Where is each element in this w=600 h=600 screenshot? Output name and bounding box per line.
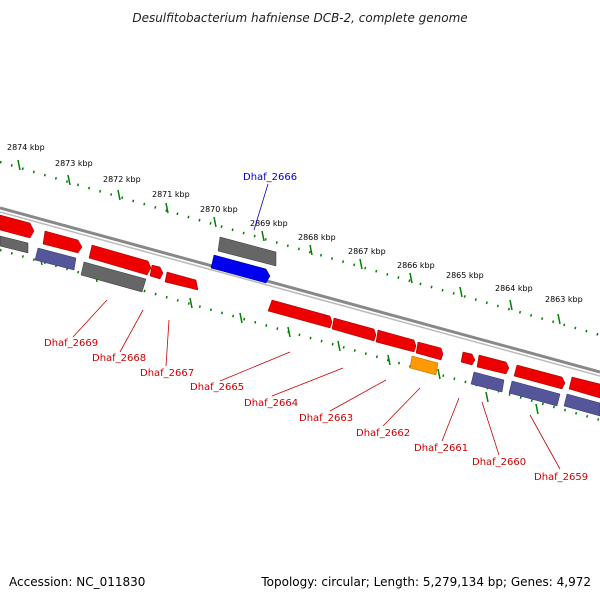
major-tick bbox=[459, 286, 463, 298]
kbp-label: 2867 kbp bbox=[348, 247, 386, 256]
major-tick bbox=[239, 312, 243, 324]
map-title: Desulfitobacterium hafniense DCB-2, comp… bbox=[132, 11, 467, 25]
major-tick bbox=[117, 189, 121, 201]
gene-block[interactable] bbox=[375, 329, 417, 353]
kbp-label: 2863 kbp bbox=[545, 295, 583, 304]
gene-label-dhaf-2663[interactable]: Dhaf_2663 bbox=[299, 413, 353, 424]
major-tick bbox=[17, 159, 21, 171]
major-tick bbox=[309, 244, 313, 256]
backbone-outer bbox=[0, 206, 600, 374]
major-tick bbox=[287, 326, 291, 338]
leader-line bbox=[382, 387, 421, 427]
gene-label-dhaf-2667[interactable]: Dhaf_2667 bbox=[140, 368, 194, 379]
major-tick bbox=[485, 391, 489, 403]
gene-blocks bbox=[0, 214, 600, 417]
leader-line bbox=[72, 299, 108, 338]
gene-block[interactable] bbox=[568, 376, 600, 399]
leader-line bbox=[481, 401, 500, 456]
backbone-inner bbox=[0, 211, 600, 377]
gene-block[interactable] bbox=[508, 380, 561, 407]
kbp-label: 2870 kbp bbox=[200, 205, 238, 214]
leader-line-dhaf-2666 bbox=[253, 183, 269, 231]
gene-block[interactable] bbox=[88, 244, 152, 276]
gene-block[interactable] bbox=[331, 317, 377, 342]
gene-block[interactable] bbox=[460, 351, 476, 366]
gene-label-dhaf-2666[interactable]: Dhaf_2666 bbox=[243, 172, 297, 183]
gene-labels: Dhaf_2666 Dhaf_2669 Dhaf_2668 Dhaf_2667 … bbox=[44, 172, 588, 483]
leader-line bbox=[271, 367, 344, 397]
kbp-label: 2874 kbp bbox=[7, 143, 45, 152]
gene-block[interactable] bbox=[80, 261, 147, 293]
gene-block[interactable] bbox=[217, 236, 277, 267]
gene-block[interactable] bbox=[42, 230, 83, 254]
upper-major-ticks bbox=[17, 159, 561, 325]
major-tick bbox=[213, 216, 217, 228]
gene-block[interactable] bbox=[0, 235, 29, 254]
major-tick bbox=[535, 403, 539, 415]
gene-block[interactable] bbox=[415, 341, 444, 361]
major-tick bbox=[337, 340, 341, 352]
kbp-label: 2872 kbp bbox=[103, 175, 141, 184]
gene-block[interactable] bbox=[563, 393, 600, 417]
gene-label-dhaf-2661[interactable]: Dhaf_2661 bbox=[414, 443, 468, 454]
major-tick bbox=[165, 202, 169, 214]
major-tick bbox=[67, 174, 71, 186]
kbp-label: 2865 kbp bbox=[446, 271, 484, 280]
major-tick bbox=[509, 299, 513, 311]
lower-tick-ring bbox=[0, 248, 600, 422]
gene-label-dhaf-2665[interactable]: Dhaf_2665 bbox=[190, 382, 244, 393]
gene-block[interactable] bbox=[513, 364, 566, 390]
kbp-labels: 2874 kbp 2873 kbp 2872 kbp 2871 kbp 2870… bbox=[7, 143, 583, 304]
gene-block[interactable] bbox=[164, 271, 199, 291]
kbp-label: 2873 kbp bbox=[55, 159, 93, 168]
genome-summary-text: Topology: circular; Length: 5,279,134 bp… bbox=[260, 575, 591, 589]
kbp-label: 2866 kbp bbox=[397, 261, 435, 270]
leader-line bbox=[219, 351, 291, 382]
leader-line bbox=[119, 309, 144, 353]
accession-text: Accession: NC_011830 bbox=[9, 575, 145, 589]
gene-label-dhaf-2660[interactable]: Dhaf_2660 bbox=[472, 457, 526, 468]
gene-block[interactable] bbox=[34, 247, 77, 271]
gene-label-dhaf-2659[interactable]: Dhaf_2659 bbox=[534, 472, 588, 483]
gene-block-rna[interactable] bbox=[409, 355, 439, 376]
gene-label-dhaf-2664[interactable]: Dhaf_2664 bbox=[244, 398, 298, 409]
gene-label-dhaf-2662[interactable]: Dhaf_2662 bbox=[356, 428, 410, 439]
gene-label-dhaf-2668[interactable]: Dhaf_2668 bbox=[92, 353, 146, 364]
major-tick bbox=[261, 230, 265, 242]
kbp-label: 2871 kbp bbox=[152, 190, 190, 199]
leader-line bbox=[165, 319, 170, 367]
major-tick bbox=[387, 354, 391, 366]
major-tick bbox=[359, 258, 363, 270]
major-tick bbox=[189, 297, 193, 309]
major-tick bbox=[409, 272, 413, 284]
gene-block[interactable] bbox=[149, 264, 164, 280]
leader-line bbox=[441, 397, 460, 442]
gene-block-dhaf-2666[interactable] bbox=[210, 254, 271, 284]
leader-lines bbox=[72, 183, 561, 470]
gene-block[interactable] bbox=[0, 214, 35, 239]
kbp-label: 2869 kbp bbox=[250, 219, 288, 228]
gene-block[interactable] bbox=[267, 299, 333, 329]
kbp-label: 2864 kbp bbox=[495, 284, 533, 293]
gene-block[interactable] bbox=[476, 354, 510, 375]
major-tick bbox=[437, 368, 441, 380]
gene-label-dhaf-2669[interactable]: Dhaf_2669 bbox=[44, 338, 98, 349]
leader-line bbox=[329, 379, 387, 412]
gene-block[interactable] bbox=[470, 371, 505, 393]
leader-line bbox=[529, 414, 561, 470]
major-tick bbox=[557, 313, 561, 325]
kbp-label: 2868 kbp bbox=[298, 233, 336, 242]
